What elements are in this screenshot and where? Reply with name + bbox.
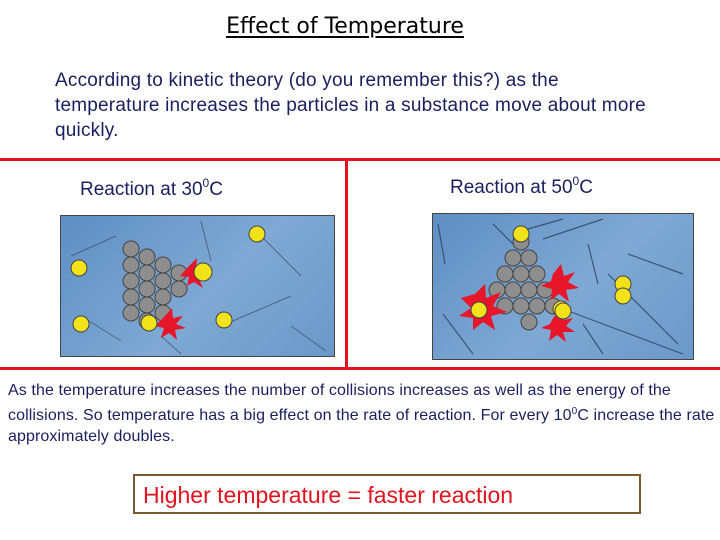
divider-bottom: [0, 367, 720, 370]
left-reaction-label: Reaction at 300C: [80, 176, 223, 200]
slide-title: Effect of Temperature: [226, 14, 464, 39]
particle-collision-high-temp-icon: [437, 218, 684, 355]
conclusion-text: Higher temperature = faster reaction: [143, 482, 514, 508]
intro-paragraph: According to kinetic theory (do you reme…: [55, 70, 646, 141]
low-temp-collision-illustration: [60, 215, 335, 357]
high-temp-collision-illustration: [432, 213, 694, 360]
explanation-paragraph: As the temperature increases the number …: [8, 382, 715, 445]
conclusion-box: Higher temperature = faster reaction: [133, 474, 641, 514]
right-reaction-label: Reaction at 500C: [450, 174, 593, 198]
divider-top: [0, 158, 720, 161]
divider-vertical: [345, 158, 348, 370]
particle-collision-low-temp-icon: [70, 220, 327, 355]
